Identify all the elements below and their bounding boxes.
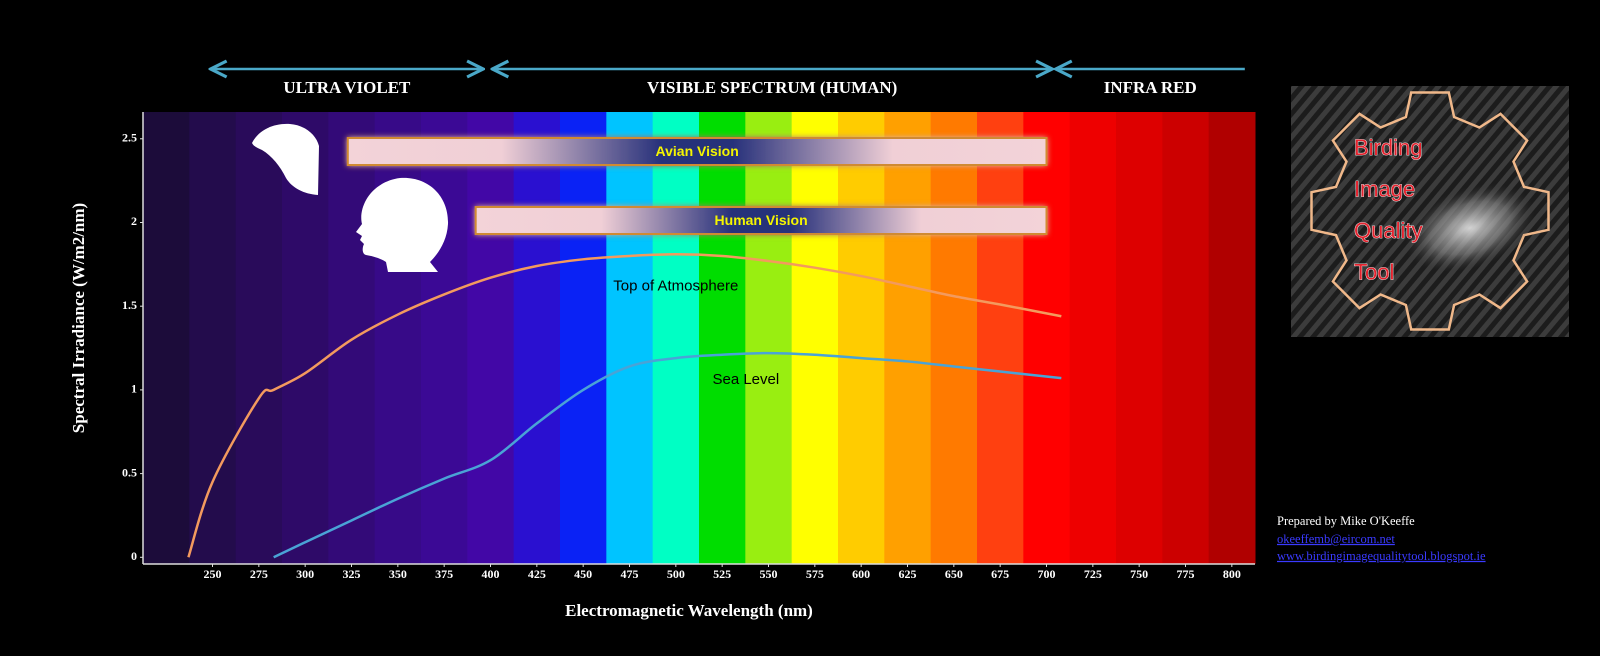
spectrum-band	[791, 112, 839, 564]
spectrum-band	[328, 112, 376, 564]
x-tick-label: 650	[945, 567, 963, 581]
x-tick-label: 500	[667, 567, 685, 581]
x-tick-label: 675	[991, 567, 1009, 581]
spectrum-band	[143, 112, 190, 564]
series-line	[187, 253, 1062, 558]
region-label: INFRA RED	[1104, 78, 1197, 97]
x-tick-label: 550	[760, 567, 778, 581]
y-tick-label: 2	[131, 214, 137, 228]
spectrum-band	[838, 112, 885, 564]
spectrum-band	[421, 112, 468, 564]
x-tick-label: 350	[389, 567, 407, 581]
y-tick-label: 1	[131, 382, 137, 396]
series-line	[273, 351, 1062, 559]
y-tick-label: 0.5	[122, 465, 137, 479]
spectrum-band	[606, 112, 654, 564]
logo-text: Image	[1354, 176, 1415, 201]
human-silhouette	[356, 177, 449, 272]
vision-bar-label: Human Vision	[715, 212, 808, 228]
credit-email[interactable]: okeeffemb@eircom.net	[1277, 532, 1395, 546]
logo: Birding Image Quality Tool	[1291, 86, 1569, 337]
x-tick-label: 600	[852, 567, 870, 581]
credit-website[interactable]: www.birdingimagequalitytool.blogspot.ie	[1277, 549, 1486, 563]
x-tick-label: 625	[899, 567, 917, 581]
series-label: Top of Atmosphere	[613, 277, 738, 294]
x-tick-label: 475	[621, 567, 639, 581]
series-label: Sea Level	[712, 371, 779, 388]
spectrum-bands	[143, 112, 1256, 564]
spectrum-band	[652, 112, 700, 564]
x-tick-label: 275	[250, 567, 268, 581]
spectrum-band	[1069, 112, 1117, 564]
vision-bar	[346, 137, 1048, 166]
x-tick-label: 325	[343, 567, 361, 581]
x-tick-label: 400	[482, 567, 500, 581]
x-tick-label: 800	[1223, 567, 1241, 581]
spectrum-band	[930, 112, 978, 564]
vision-bar	[474, 206, 1048, 235]
logo-text: Quality	[1354, 218, 1422, 243]
spectrum-band	[1208, 112, 1256, 564]
spectrum-band	[1116, 112, 1163, 564]
x-tick-label: 700	[1038, 567, 1056, 581]
x-tick-label: 425	[528, 567, 546, 581]
vision-bar-label: Avian Vision	[656, 143, 739, 159]
spectrum-band	[235, 112, 283, 564]
spectrum-band	[189, 112, 237, 564]
x-tick-label: 525	[713, 567, 731, 581]
spectrum-band	[1162, 112, 1210, 564]
x-tick-label: 300	[296, 567, 314, 581]
spectrum-band	[884, 112, 932, 564]
credit-author: Prepared by Mike O'Keeffe	[1277, 514, 1415, 528]
spectrum-band	[699, 112, 746, 564]
logo-bird-image	[1404, 183, 1536, 273]
y-tick-label: 0	[131, 549, 137, 563]
x-axis-title: Electromagnetic Wavelength (nm)	[565, 601, 813, 620]
x-tick-label: 725	[1084, 567, 1102, 581]
spectrum-band	[1023, 112, 1071, 564]
logo-text: Tool	[1354, 259, 1394, 284]
x-tick-label: 450	[574, 567, 592, 581]
spectrum-band	[560, 112, 607, 564]
y-tick-label: 1.5	[122, 298, 137, 312]
x-tick-label: 575	[806, 567, 824, 581]
spectrum-band	[513, 112, 561, 564]
x-tick-label: 250	[204, 567, 222, 581]
x-tick-label: 750	[1130, 567, 1148, 581]
region-label: VISIBLE SPECTRUM (HUMAN)	[647, 78, 897, 97]
x-tick-label: 375	[435, 567, 453, 581]
spectrum-band	[745, 112, 793, 564]
y-axis-title: Spectral Irradiance (W/m2/nm)	[69, 203, 88, 433]
region-label: ULTRA VIOLET	[283, 78, 411, 97]
bird-silhouette	[252, 123, 319, 195]
spectrum-band	[977, 112, 1024, 564]
plot: 0 0.5 1 1.5 2 2.5 250 275 300 325 350 375 400 425 450 4…	[69, 69, 1255, 620]
spectrum-band	[467, 112, 515, 564]
logo-text: Birding	[1354, 135, 1422, 160]
y-tick-label: 2.5	[122, 131, 137, 145]
x-tick-label: 775	[1177, 567, 1195, 581]
